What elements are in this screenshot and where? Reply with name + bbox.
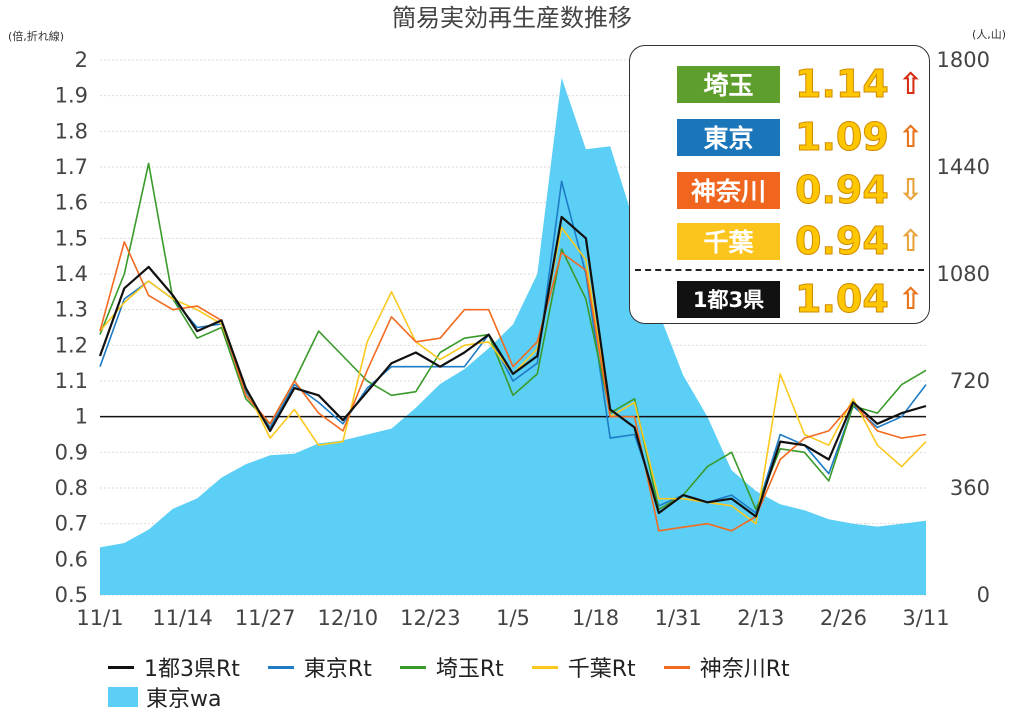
y-left-tick-label: 2 — [75, 48, 88, 72]
panel-row-total: 1都3県 1.04 ⇧ — [630, 277, 929, 322]
x-tick-label: 12/23 — [400, 606, 461, 630]
y-left-tick-label: 0.9 — [55, 440, 88, 464]
panel-badge: 1都3県 — [677, 280, 780, 318]
panel-row-kanagawa: 神奈川 0.94 ⇩ — [630, 168, 929, 213]
panel-row-tokyo: 東京 1.09 ⇧ — [630, 115, 929, 160]
panel-value: 1.09 — [795, 115, 890, 160]
y-left-tick-label: 1 — [75, 405, 88, 429]
x-tick-label: 3/11 — [902, 606, 949, 630]
y-right-tick-label: 1440 — [937, 155, 990, 179]
y-left-tick-label: 0.7 — [55, 512, 88, 536]
area-layer — [100, 77, 926, 596]
y-left-tick-label: 1.6 — [55, 191, 88, 215]
y-left-tick-label: 1.2 — [55, 333, 88, 357]
legend: 1都3県Rt 東京Rt 埼玉Rt 千葉Rt 神奈川Rt 東京wa — [108, 652, 1008, 712]
panel-row-saitama: 埼玉 1.14 ⇧ — [630, 62, 929, 107]
panel-value: 1.04 — [795, 277, 890, 322]
legend-label: 神奈川Rt — [699, 657, 790, 682]
x-tick-label: 11/27 — [235, 606, 296, 630]
legend-row: 1都3県Rt 東京Rt 埼玉Rt 千葉Rt 神奈川Rt — [108, 652, 1008, 682]
y-left-tick-label: 1.7 — [55, 155, 88, 179]
legend-row: 東京wa — [108, 682, 1008, 712]
panel-row-chiba: 千葉 0.94 ⇧ — [630, 219, 929, 264]
y-left-tick-label: 1.9 — [55, 84, 88, 108]
legend-swatch — [663, 665, 690, 669]
legend-label: 千葉Rt — [567, 657, 636, 682]
panel-badge: 埼玉 — [677, 65, 780, 103]
legend-item: 埼玉Rt — [399, 651, 504, 683]
x-tick-label: 1/5 — [496, 606, 530, 630]
y-right-unit: (人,山) — [972, 28, 1006, 41]
y-right-tick-label: 360 — [950, 476, 990, 500]
panel-badge: 神奈川 — [677, 171, 780, 209]
y-left-tick-label: 1.4 — [55, 262, 88, 286]
y-left-unit: (倍,折れ線) — [8, 29, 64, 43]
y-right-tick-label: 1800 — [937, 48, 990, 72]
summary-panel: 埼玉 1.14 ⇧ 東京 1.09 ⇧ 神奈川 0.94 ⇩ 千葉 0.94 ⇧… — [629, 45, 930, 324]
legend-swatch — [108, 687, 138, 707]
series-line — [99, 241, 927, 532]
legend-item: 千葉Rt — [531, 651, 636, 683]
legend-swatch — [267, 665, 294, 669]
tick-labels: 0.5 0.6 0.7 0.8 0.9 1 1.1 1.2 1.3 1.4 1.5 1.6 1.7 1.8… — [55, 48, 990, 630]
x-tick-label: 1/31 — [655, 606, 702, 630]
x-tick-label: 12/10 — [318, 606, 379, 630]
legend-label: 東京wa — [146, 687, 222, 712]
arrow-down-icon: ⇩ — [898, 172, 924, 208]
legend-swatch — [399, 665, 426, 669]
legend-label: 1都3県Rt — [144, 657, 240, 682]
arrow-up-icon: ⇧ — [898, 119, 924, 155]
x-tick-label: 11/1 — [76, 606, 123, 630]
legend-label: 埼玉Rt — [435, 657, 504, 682]
y-left-tick-label: 0.5 — [55, 583, 88, 607]
legend-swatch — [531, 665, 558, 669]
legend-label: 東京Rt — [303, 657, 372, 682]
y-right-tick-label: 720 — [950, 369, 990, 393]
chart-title: 簡易実効再生産数推移 — [392, 4, 632, 32]
panel-value: 0.94 — [795, 168, 890, 213]
legend-swatch — [108, 665, 134, 669]
lines-layer — [98, 162, 927, 532]
y-left-tick-label: 1.3 — [55, 298, 88, 322]
legend-item: 神奈川Rt — [663, 651, 790, 683]
legend-item: 1都3県Rt — [108, 651, 240, 683]
x-tick-label: 2/13 — [737, 606, 784, 630]
y-right-tick-label: 0 — [977, 583, 990, 607]
y-left-tick-label: 1.1 — [55, 369, 88, 393]
y-left-tick-label: 1.5 — [55, 226, 88, 250]
arrow-up-icon: ⇧ — [898, 281, 924, 317]
arrow-up-icon: ⇧ — [898, 66, 924, 102]
panel-divider — [635, 269, 924, 271]
x-tick-label: 2/26 — [820, 606, 867, 630]
x-tick-label: 1/18 — [572, 606, 619, 630]
y-left-tick-label: 1.8 — [55, 119, 88, 143]
arrow-up-icon: ⇧ — [898, 223, 924, 259]
panel-value: 0.94 — [795, 219, 890, 264]
x-tick-label: 11/14 — [152, 606, 213, 630]
legend-item: 東京Rt — [267, 651, 372, 683]
area-tokyo-wa — [100, 77, 926, 596]
y-left-tick-label: 0.8 — [55, 476, 88, 500]
panel-badge: 東京 — [677, 118, 780, 156]
y-left-tick-label: 0.6 — [55, 547, 88, 571]
y-right-tick-label: 1080 — [937, 262, 990, 286]
panel-badge: 千葉 — [677, 222, 780, 260]
panel-value: 1.14 — [795, 62, 890, 107]
legend-item: 東京wa — [108, 681, 221, 713]
series-line — [98, 215, 927, 518]
series-line — [99, 162, 927, 511]
